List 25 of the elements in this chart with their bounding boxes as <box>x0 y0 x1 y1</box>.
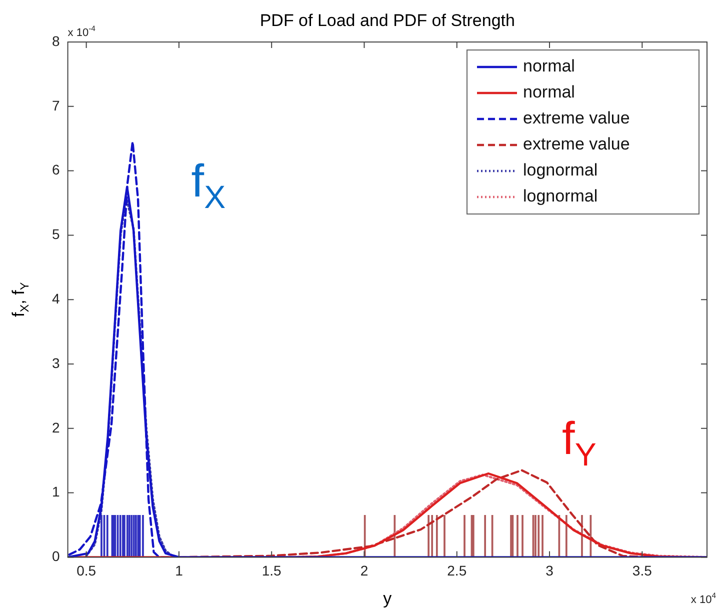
legend-label: normal <box>523 82 575 102</box>
x-axis-title: y <box>383 589 392 608</box>
y-tick-label: 0 <box>52 548 60 564</box>
y-tick-label: 4 <box>52 290 60 306</box>
y-tick-label: 8 <box>52 32 60 49</box>
y-tick-label: 7 <box>52 97 60 114</box>
legend-label: lognormal <box>523 186 598 206</box>
legend-label: normal <box>523 56 575 76</box>
y-tick-label: 3 <box>52 354 60 371</box>
legend-label: extreme value <box>523 108 630 128</box>
x-tick-label: 3.5 <box>632 562 652 578</box>
x-tick-label: 2.5 <box>447 562 467 578</box>
legend-label: lognormal <box>523 160 598 180</box>
x-tick-label: 1.5 <box>262 562 282 578</box>
y-tick-label: 5 <box>52 226 60 242</box>
y-tick-label: 6 <box>52 162 60 178</box>
x-tick-label: 2 <box>360 562 368 578</box>
x-tick-label: 0.5 <box>76 562 96 578</box>
y-tick-label: 2 <box>52 419 60 436</box>
chart-title: PDF of Load and PDF of Strength <box>260 11 515 30</box>
legend-label: extreme value <box>523 134 630 154</box>
x-tick-label: 3 <box>546 562 554 578</box>
y-axis-title: fX, fY <box>9 282 32 317</box>
x-tick-label: 1 <box>175 562 184 578</box>
y-tick-label: 1 <box>52 484 60 500</box>
